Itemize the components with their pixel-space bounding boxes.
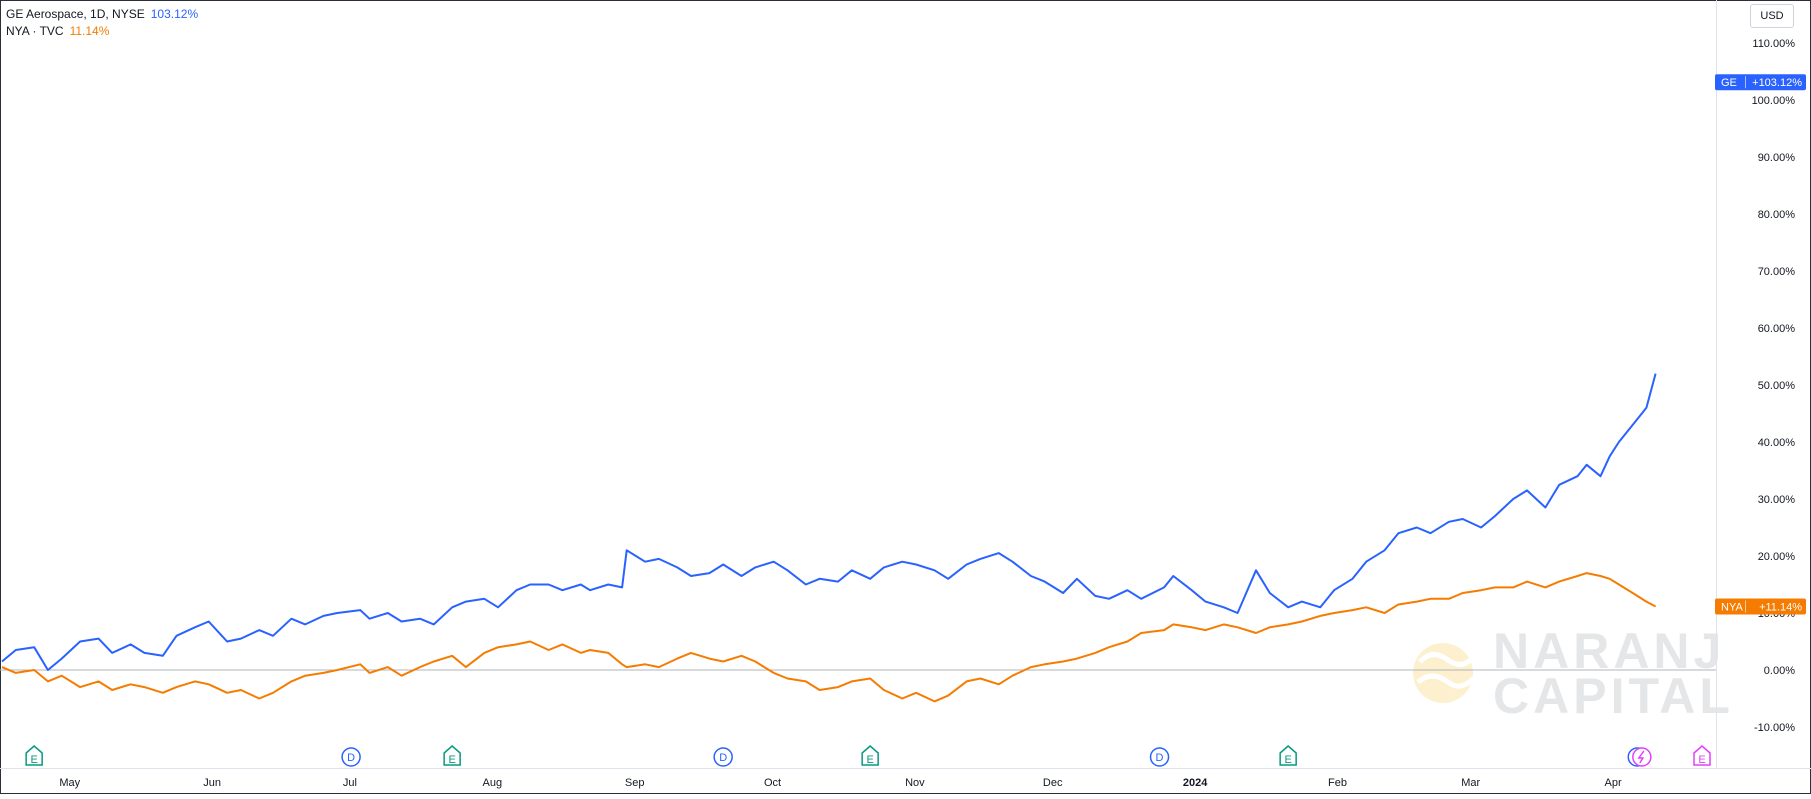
y-tick-label: 0.00%: [1764, 665, 1795, 677]
x-tick-label: Dec: [1043, 777, 1063, 789]
badge-symbol: GE: [1721, 77, 1737, 89]
legend-nya-value: 11.14%: [69, 24, 110, 38]
naranj-capital-watermark: NARANJ CAPITAL: [1413, 623, 1734, 724]
dividend-marker-icon[interactable]: D: [341, 747, 361, 767]
y-tick-label: 90.00%: [1758, 152, 1796, 164]
y-tick-label: 40.00%: [1758, 437, 1796, 449]
y-tick-label: 100.00%: [1752, 95, 1796, 107]
badge-value: +11.14%: [1759, 602, 1802, 614]
x-tick-label: May: [59, 777, 80, 789]
series-line-nya[interactable]: [1, 572, 1657, 703]
event-letter: D: [1156, 752, 1164, 764]
dividend-marker-icon[interactable]: D: [1149, 747, 1170, 767]
x-tick-label: Feb: [1328, 777, 1347, 789]
y-tick-label: 60.00%: [1758, 323, 1796, 335]
x-tick-label: 2024: [1183, 777, 1208, 789]
earnings-marker-icon[interactable]: E: [25, 745, 43, 766]
event-letter: D: [347, 752, 355, 764]
x-tick-label: Nov: [905, 777, 925, 789]
y-tick-label: 110.00%: [1752, 38, 1795, 50]
x-tick-label: Jul: [343, 777, 357, 789]
badge-symbol: NYA: [1721, 602, 1743, 614]
x-tick-label: Oct: [764, 777, 781, 789]
x-tick-label: Mar: [1461, 777, 1480, 789]
y-tick-label: 80.00%: [1758, 209, 1796, 221]
y-tick-label: -10.00%: [1754, 722, 1795, 734]
earnings-marker-icon[interactable]: E: [861, 745, 879, 766]
earnings-marker-icon[interactable]: E: [443, 745, 461, 766]
event-letter: E: [448, 754, 455, 766]
legend-ge-name: GE Aerospace, 1D, NYSE: [6, 7, 145, 21]
event-letter: E: [30, 754, 37, 766]
event-letter: E: [866, 754, 873, 766]
earnings-marker-icon[interactable]: E: [1693, 745, 1711, 766]
event-letter: E: [1698, 754, 1705, 766]
y-tick-label: 20.00%: [1758, 551, 1796, 563]
split-marker-icon[interactable]: [1632, 747, 1652, 767]
x-tick-label: Jun: [203, 777, 221, 789]
watermark-line2: CAPITAL: [1493, 668, 1734, 724]
earnings-marker-icon[interactable]: E: [1279, 745, 1297, 766]
chart-legend: GE Aerospace, 1D, NYSE 103.12% NYA · TVC 1…: [6, 6, 198, 40]
y-tick-label: 50.00%: [1758, 380, 1796, 392]
last-value-badge-nya: NYA +11.14%: [1715, 598, 1806, 615]
dividend-marker-icon[interactable]: D: [713, 747, 733, 767]
y-tick-label: 70.00%: [1758, 266, 1796, 278]
badge-value: +103.12%: [1752, 77, 1802, 89]
series-line-ge[interactable]: [1, 373, 1657, 671]
event-letter: D: [719, 752, 727, 764]
x-tick-label: Aug: [483, 777, 503, 789]
legend-nya-name: NYA · TVC: [6, 24, 64, 38]
x-tick-label: Apr: [1605, 777, 1622, 789]
currency-button[interactable]: USD: [1750, 4, 1794, 28]
y-tick-label: 30.00%: [1758, 494, 1796, 506]
legend-row-ge[interactable]: GE Aerospace, 1D, NYSE 103.12%: [6, 6, 198, 23]
last-value-badge-ge: GE +103.12%: [1715, 74, 1806, 91]
legend-row-nya[interactable]: NYA · TVC 11.14%: [6, 23, 198, 40]
naranj-logo-icon: [1413, 643, 1476, 703]
x-tick-label: Sep: [625, 777, 645, 789]
event-letter: E: [1284, 754, 1291, 766]
legend-ge-value: 103.12%: [150, 7, 199, 21]
